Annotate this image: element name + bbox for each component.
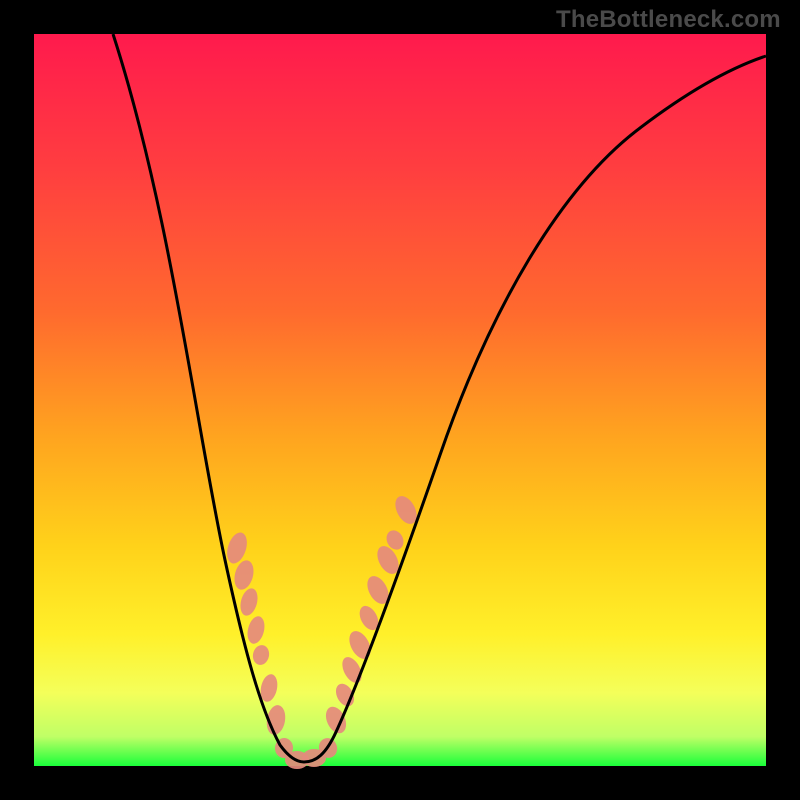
curve-marker — [251, 644, 271, 667]
curve-marker — [245, 614, 267, 645]
chart-root: TheBottleneck.com — [0, 0, 800, 800]
curve-layer — [0, 0, 800, 800]
watermark-text: TheBottleneck.com — [556, 6, 781, 34]
curve-marker — [238, 586, 261, 617]
marker-group — [223, 493, 420, 769]
curve-marker — [332, 681, 357, 710]
bottleneck-curve — [113, 34, 766, 762]
